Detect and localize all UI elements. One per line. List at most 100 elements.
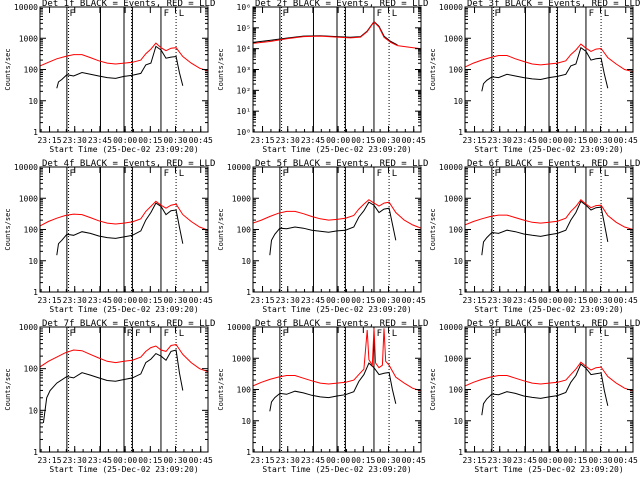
- y-tick-label: 10: [241, 417, 251, 426]
- y-tick-label: 10⁶: [237, 3, 251, 12]
- y-tick-label: 10000: [14, 3, 38, 12]
- y-tick-label: 1000: [232, 194, 251, 203]
- x-tick-label: 23:15: [250, 136, 274, 145]
- interval-marker-label: F: [283, 9, 288, 19]
- y-tick-label: 100: [449, 66, 464, 75]
- y-tick-label: 10: [453, 257, 463, 266]
- interval-marker-label: F: [70, 169, 75, 179]
- x-tick-label: 00:30: [588, 456, 612, 465]
- y-tick-label: 10: [453, 97, 463, 106]
- panel-title: Det 7f BLACK = Events, RED = LLD: [42, 319, 215, 329]
- y-tick-label: 10¹: [237, 107, 251, 116]
- y-tick-label: 1: [458, 448, 463, 457]
- panel-title: Det 3f BLACK = Events, RED = LLD: [467, 0, 640, 9]
- y-tick-label: 10: [453, 417, 463, 426]
- lld-series-line: [40, 200, 208, 231]
- interval-marker-label: L: [604, 169, 609, 179]
- lld-series-line: [253, 199, 421, 229]
- x-axis-label: Start Time (25-Dec-02 23:09:20): [49, 145, 198, 154]
- x-tick-label: 00:00: [326, 136, 350, 145]
- events-series-line: [42, 349, 184, 423]
- y-tick-label: 10: [28, 406, 38, 415]
- x-tick-label: 00:45: [402, 136, 426, 145]
- y-axis-label: Counts/sec: [217, 368, 225, 410]
- y-tick-label: 1000: [19, 194, 38, 203]
- x-tick-label: 23:30: [488, 456, 512, 465]
- y-tick-label: 10²: [237, 86, 251, 95]
- x-tick-label: 00:45: [189, 456, 213, 465]
- y-tick-label: 1: [33, 128, 38, 137]
- x-axis-label: Start Time (25-Dec-02 23:09:20): [262, 145, 411, 154]
- x-axis-label: Start Time (25-Dec-02 23:09:20): [49, 305, 198, 314]
- y-axis-label: Counts/sec: [4, 368, 12, 410]
- interval-marker-label: F: [127, 329, 132, 339]
- interval-marker-label: F: [589, 169, 594, 179]
- panel-title: Det 2f BLACK = Events, RED = LLD: [255, 0, 428, 9]
- x-tick-label: 23:45: [88, 296, 112, 305]
- y-tick-label: 10000: [439, 163, 463, 172]
- x-tick-label: 23:15: [462, 296, 486, 305]
- interval-marker-label: L: [604, 9, 609, 19]
- x-tick-label: 00:00: [113, 296, 137, 305]
- x-tick-label: 00:15: [351, 456, 375, 465]
- events-series-line: [269, 362, 397, 412]
- panel-title: Det 4f BLACK = Events, RED = LLD: [42, 159, 215, 169]
- x-tick-label: 23:30: [276, 136, 300, 145]
- interval-marker-label: F: [377, 329, 382, 339]
- x-tick-label: 00:45: [614, 136, 638, 145]
- x-tick-label: 00:15: [563, 296, 587, 305]
- y-axis-label: Counts/sec: [429, 368, 437, 410]
- interval-marker-label: F: [589, 9, 594, 19]
- x-axis-label: Start Time (25-Dec-02 23:09:20): [474, 465, 623, 474]
- x-tick-label: 23:45: [301, 136, 325, 145]
- interval-marker-label: L: [179, 169, 184, 179]
- x-tick-label: 23:15: [250, 456, 274, 465]
- y-tick-label: 10000: [227, 323, 251, 332]
- x-tick-label: 00:00: [326, 456, 350, 465]
- y-tick-label: 10000: [14, 163, 38, 172]
- events-series-line: [481, 46, 609, 92]
- interval-marker-label: L: [604, 329, 609, 339]
- x-tick-label: 00:15: [351, 136, 375, 145]
- y-tick-label: 1: [246, 288, 251, 297]
- y-axis-label: Counts/sec: [4, 48, 12, 90]
- x-tick-label: 00:30: [376, 296, 400, 305]
- x-tick-label: 23:30: [276, 456, 300, 465]
- events-series-line: [56, 202, 184, 256]
- interval-marker-label: F: [589, 329, 594, 339]
- x-tick-label: 23:15: [37, 136, 61, 145]
- events-series-line: [56, 45, 184, 89]
- x-tick-label: 23:15: [37, 456, 61, 465]
- x-tick-label: 23:45: [88, 456, 112, 465]
- interval-marker-label: F: [70, 329, 75, 339]
- y-tick-label: 10⁴: [237, 45, 251, 54]
- lld-series-line: [465, 43, 633, 73]
- y-tick-label: 1: [246, 448, 251, 457]
- panel-title: Det 1f BLACK = Events, RED = LLD: [42, 0, 215, 9]
- interval-marker-label: F: [70, 9, 75, 19]
- y-axis-label: Counts/sec: [4, 208, 12, 250]
- y-tick-label: 100: [449, 386, 464, 395]
- x-tick-label: 23:30: [63, 296, 87, 305]
- x-tick-label: 23:30: [276, 296, 300, 305]
- x-tick-label: 00:45: [402, 456, 426, 465]
- interval-marker-label: F: [495, 169, 500, 179]
- interval-marker-label: F: [164, 9, 169, 19]
- x-tick-label: 23:30: [63, 136, 87, 145]
- x-tick-label: 23:45: [88, 136, 112, 145]
- y-axis-label: Counts/sec: [429, 48, 437, 90]
- lld-series-line: [253, 328, 421, 392]
- y-tick-label: 1000: [444, 194, 463, 203]
- x-tick-label: 00:30: [163, 296, 187, 305]
- interval-marker-label: F: [377, 169, 382, 179]
- y-tick-label: 10⁵: [237, 24, 251, 33]
- x-tick-label: 00:00: [538, 456, 562, 465]
- y-tick-label: 10000: [439, 323, 463, 332]
- interval-marker-label: F: [135, 329, 140, 339]
- interval-marker-label: F: [283, 169, 288, 179]
